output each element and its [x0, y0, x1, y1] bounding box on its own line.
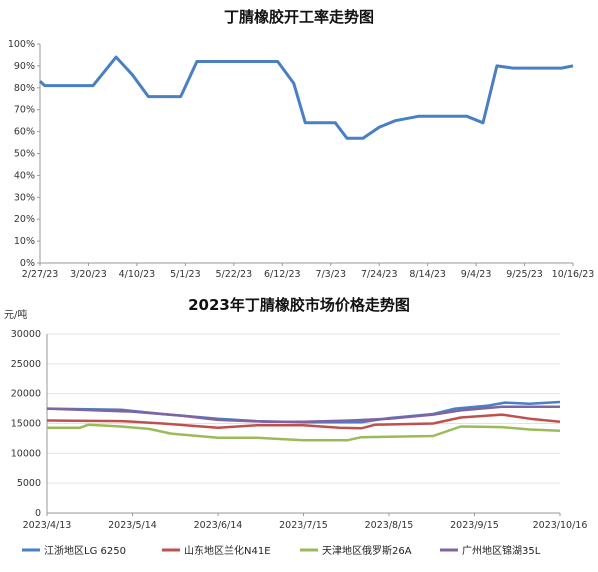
chart-1-x-tick-label: 2/27/23 — [22, 269, 59, 280]
chart-2-series-line-2 — [46, 413, 561, 430]
chart-1-y-tick-label: 80% — [14, 83, 35, 94]
chart-1-x-tick-label: 8/14/23 — [409, 269, 446, 280]
chart-1-x-tick-label: 10/16/23 — [552, 269, 595, 280]
chart-1-y-tick-label: 90% — [14, 61, 35, 72]
chart-2-series-line-3 — [47, 423, 561, 442]
chart-1-y-tick-label: 50% — [14, 149, 35, 160]
chart-1-x-tick-label: 5/22/23 — [216, 269, 253, 280]
chart-2-x-tick-label: 2023/8/15 — [365, 520, 414, 531]
chart-2-x-tick-label: 2023/7/15 — [279, 520, 328, 531]
chart-2-y-ticks: 0 5000 10000 15000 20000 25000 30000 — [11, 329, 41, 519]
chart-2-gridlines — [47, 333, 560, 484]
chart-2-legend: 江浙地区LG 6250 山东地区兰化N41E 天津地区俄罗斯26A 广州地区锦湖35L — [22, 544, 541, 557]
chart-1-y-tick-label: 10% — [14, 236, 35, 247]
chart-2-y-tick-label: 30000 — [11, 329, 41, 340]
chart-2-series-line-4 — [46, 405, 560, 423]
chart-1-x-tick-label: 4/10/23 — [119, 269, 156, 280]
chart-2-title: 2023年丁腈橡胶市场价格走势图 — [188, 296, 410, 314]
chart-1-y-tick-label: 40% — [14, 170, 35, 181]
chart-2-y-unit: 元/吨 — [4, 308, 27, 321]
chart-1-series-line — [38, 55, 574, 140]
chart-2-x-tick-label: 2023/6/14 — [194, 520, 243, 531]
chart-1-y-tick-label: 20% — [14, 214, 35, 225]
chart-2-y-tick-label: 20000 — [11, 389, 41, 400]
chart-2-y-tick-label: 0 — [35, 508, 41, 519]
chart-1-x-tick-label: 3/20/23 — [70, 269, 107, 280]
chart-1-y-ticks: 0% 10% 20% 30% 40% 50% 60% 70% 80% 90% 100% — [8, 39, 40, 269]
legend-label-2: 山东地区兰化N41E — [184, 544, 271, 557]
chart-1-x-tick-label: 7/3/23 — [315, 269, 346, 280]
chart-1-x-tick-label: 7/24/23 — [361, 269, 398, 280]
chart-2-x-ticks: 2023/4/13 2023/5/14 2023/6/14 2023/7/15 2023… — [23, 513, 588, 531]
chart-2-x-tick-label: 2023/10/16 — [533, 520, 588, 531]
chart-1-x-tick-label: 9/25/23 — [506, 269, 543, 280]
chart-1-y-tick-label: 70% — [14, 105, 35, 116]
chart-1-x-tick-label: 6/12/23 — [264, 269, 301, 280]
chart-2-y-tick-label: 5000 — [17, 478, 41, 489]
legend-label-1: 江浙地区LG 6250 — [44, 544, 126, 557]
chart-2-y-tick-label: 25000 — [11, 359, 41, 370]
chart-2-x-tick-label: 2023/4/13 — [23, 520, 72, 531]
chart-market-price: 2023年丁腈橡胶市场价格走势图 元/吨 0 5000 10000 15000 2000… — [4, 296, 587, 557]
chart-1-x-tick-label: 5/1/23 — [170, 269, 201, 280]
legend-label-4: 广州地区锦湖35L — [462, 544, 541, 557]
chart-1-y-tick-label: 100% — [8, 39, 35, 50]
chart-1-y-tick-label: 30% — [14, 192, 35, 203]
chart-1-x-tick-label: 9/4/23 — [461, 269, 492, 280]
chart-2-x-tick-label: 2023/9/15 — [450, 520, 499, 531]
chart-2-y-tick-label: 10000 — [11, 448, 41, 459]
chart-operating-rate: 丁腈橡胶开工率走势图 0% 10% 20% 30% 40% 50% 60% 70% 80% 90%… — [8, 8, 595, 280]
chart-1-title: 丁腈橡胶开工率走势图 — [224, 8, 374, 26]
chart-2-x-tick-label: 2023/5/14 — [108, 520, 157, 531]
chart-1-series — [38, 55, 574, 140]
chart-1-y-tick-label: 60% — [14, 127, 35, 138]
legend-label-3: 天津地区俄罗斯26A — [322, 544, 412, 557]
chart-2-y-tick-label: 15000 — [11, 419, 41, 430]
chart-1-x-ticks: 2/27/23 3/20/23 4/10/23 5/1/23 5/22/23 6/12/2… — [22, 263, 595, 280]
chart-2-series — [46, 400, 561, 442]
chart-1-y-tick-label: 0% — [20, 258, 35, 269]
